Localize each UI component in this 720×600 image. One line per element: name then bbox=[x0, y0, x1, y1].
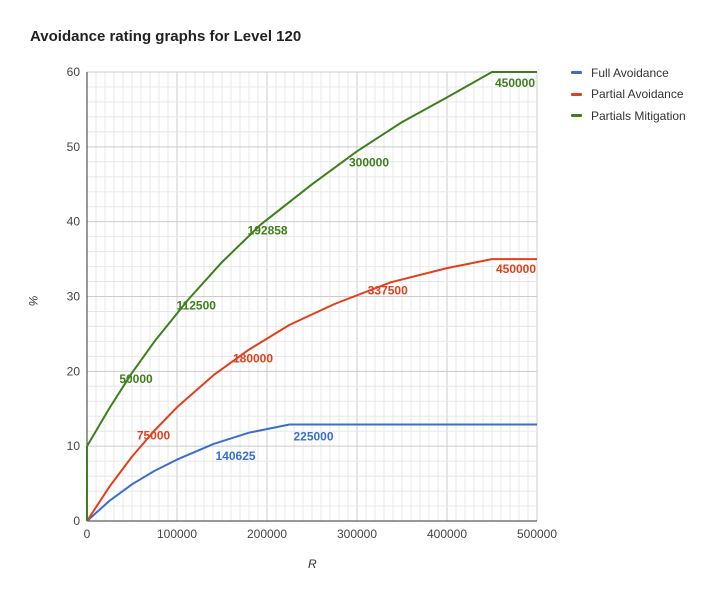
legend-label: Full Avoidance bbox=[591, 65, 669, 80]
legend-item-partial-avoidance[interactable]: Partial Avoidance bbox=[571, 84, 686, 106]
series-line-0 bbox=[86, 423, 537, 522]
data-label: 225000 bbox=[293, 429, 333, 443]
data-label: 75000 bbox=[137, 428, 171, 442]
legend-item-full-avoidance[interactable]: Full Avoidance bbox=[571, 62, 686, 84]
data-label: 140625 bbox=[216, 449, 256, 463]
series-line-2 bbox=[86, 71, 537, 521]
x-tick-label: 500000 bbox=[517, 527, 557, 541]
y-tick-label: 0 bbox=[73, 514, 80, 528]
data-label: 192858 bbox=[248, 224, 288, 238]
chart-title: Avoidance rating graphs for Level 120 bbox=[30, 28, 302, 45]
x-tick-label: 300000 bbox=[337, 527, 377, 541]
legend-label: Partials Mitigation bbox=[591, 108, 686, 123]
data-label: 337500 bbox=[368, 283, 408, 297]
data-label: 450000 bbox=[495, 76, 535, 90]
legend-label: Partial Avoidance bbox=[591, 87, 684, 102]
x-tick-label: 100000 bbox=[157, 527, 197, 541]
y-tick-label: 30 bbox=[67, 290, 81, 304]
y-tick-label: 50 bbox=[67, 140, 81, 154]
legend-swatch bbox=[571, 71, 582, 75]
series-line-1 bbox=[86, 258, 537, 522]
legend-swatch bbox=[571, 92, 582, 96]
x-tick-label: 0 bbox=[84, 527, 91, 541]
legend-item-partials-mitigation[interactable]: Partials Mitigation bbox=[571, 105, 686, 127]
data-label: 112500 bbox=[177, 298, 217, 312]
y-tick-label: 40 bbox=[67, 215, 81, 229]
data-label: 50000 bbox=[119, 372, 153, 386]
legend: Full Avoidance Partial Avoidance Partial… bbox=[571, 62, 686, 127]
legend-swatch bbox=[571, 114, 582, 118]
data-label: 180000 bbox=[233, 352, 273, 366]
y-axis-label: % bbox=[26, 295, 41, 307]
y-tick-label: 10 bbox=[67, 439, 81, 453]
data-label: 300000 bbox=[349, 155, 389, 169]
x-tick-label: 400000 bbox=[427, 527, 467, 541]
y-tick-label: 60 bbox=[67, 65, 81, 79]
data-label: 450000 bbox=[496, 262, 536, 276]
x-tick-label: 200000 bbox=[247, 527, 287, 541]
x-axis-label: R bbox=[308, 557, 317, 571]
y-tick-label: 20 bbox=[67, 364, 81, 378]
